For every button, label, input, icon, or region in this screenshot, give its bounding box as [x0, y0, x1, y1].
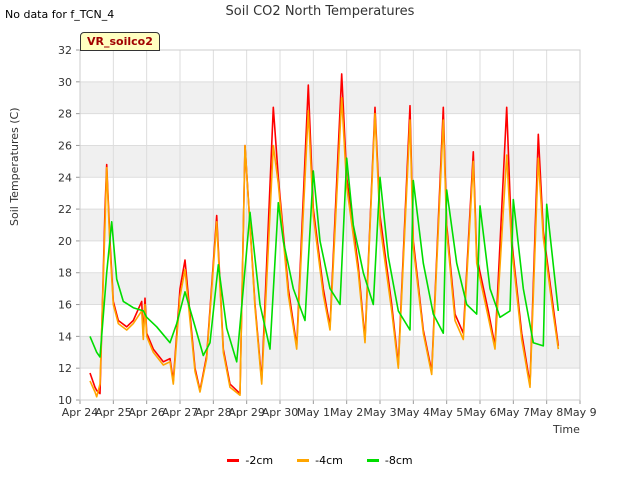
- x-tick-label: Apr 28: [195, 406, 232, 419]
- x-tick-label: May 8: [530, 406, 563, 419]
- y-tick-label: 32: [58, 44, 72, 57]
- legend-label-2cm: -2cm: [245, 454, 274, 467]
- y-axis-label: Soil Temperatures (C): [8, 107, 21, 227]
- x-tick-label: Apr 30: [262, 406, 299, 419]
- y-tick-label: 22: [58, 203, 72, 216]
- x-tick-label: Apr 27: [162, 406, 199, 419]
- x-tick-label: May 2: [330, 406, 363, 419]
- legend-swatch-2cm: [227, 459, 240, 462]
- legend-label-4cm: -4cm: [315, 454, 343, 467]
- no-data-note: No data for f_TCN_4: [5, 8, 115, 21]
- plot-frame: [79, 49, 581, 401]
- legend-label-8cm: -8cm: [384, 454, 413, 467]
- legend-swatch-8cm: [366, 459, 379, 462]
- x-tick-label: May 4: [397, 406, 430, 419]
- x-tick-label: May 9: [563, 406, 596, 419]
- y-tick-label: 26: [58, 139, 72, 152]
- series-line-minus-8cm: [89, 157, 560, 363]
- y-tick-label: 12: [58, 362, 72, 375]
- grid-band: [80, 209, 580, 241]
- y-tick-label: 10: [58, 394, 72, 407]
- x-tick-label: Apr 25: [95, 406, 132, 419]
- legend-item-8cm: -8cm: [366, 454, 413, 467]
- legend: -2cm -4cm -8cm: [0, 454, 640, 467]
- grid-band: [80, 145, 580, 178]
- x-axis-label: Time: [553, 423, 580, 436]
- y-tick-label: 16: [58, 299, 72, 312]
- x-tick-label: May 1: [297, 406, 330, 419]
- y-tick-label: 30: [58, 76, 72, 89]
- legend-item-2cm: -2cm: [227, 454, 273, 467]
- x-tick-label: May 5: [430, 406, 463, 419]
- y-tick-label: 24: [58, 171, 72, 184]
- x-tick-label: Apr 29: [228, 406, 265, 419]
- chart-title: Soil CO2 North Temperatures: [225, 4, 415, 19]
- grid-band: [80, 81, 580, 114]
- x-tick-label: May 3: [363, 406, 396, 419]
- x-tick-label: Apr 24: [62, 406, 99, 419]
- y-tick-label: 18: [58, 267, 72, 280]
- y-tick-label: 14: [58, 330, 72, 343]
- x-tick-label: Apr 26: [128, 406, 165, 419]
- x-tick-label: May 7: [497, 406, 530, 419]
- y-tick-label: 20: [58, 235, 72, 248]
- x-tick-label: May 6: [463, 406, 496, 419]
- grid-band: [80, 336, 580, 369]
- legend-item-4cm: -4cm: [297, 454, 343, 467]
- legend-swatch-4cm: [297, 459, 310, 462]
- station-tag: VR_soilco2: [80, 32, 160, 51]
- y-tick-label: 28: [58, 108, 72, 121]
